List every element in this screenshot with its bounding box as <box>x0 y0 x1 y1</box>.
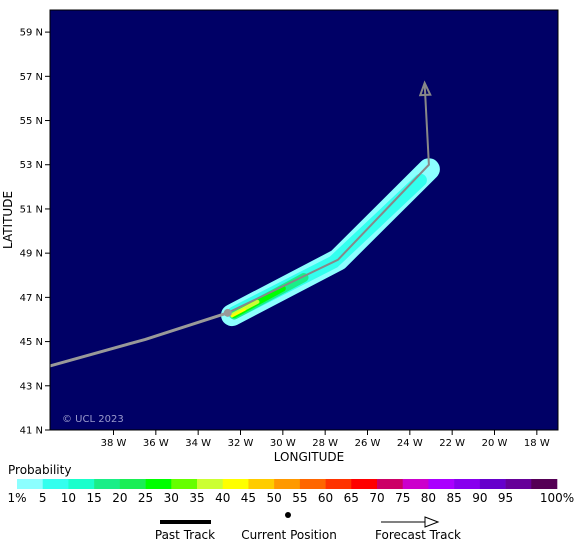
longitude-ticks: 38 W 36 W 34 W 32 W 30 W 28 W 26 W 24 W 22 W 20 W… <box>101 430 550 449</box>
colorbar-swatch <box>119 479 146 489</box>
colorbar-label: 85 <box>447 491 462 505</box>
colorbar-swatch <box>274 479 301 489</box>
colorbar-label: 80 <box>421 491 436 505</box>
latitude-tick-label: 57 N <box>20 72 43 83</box>
past-track-line <box>49 311 229 368</box>
colorbar-label: 60 <box>318 491 333 505</box>
latitude-tick-label: 47 N <box>20 293 43 304</box>
colorbar-label: 20 <box>112 491 127 505</box>
longitude-tick-label: 28 W <box>312 438 338 449</box>
colorbar-label: 75 <box>395 491 410 505</box>
past-track-legend-label: Past Track <box>155 528 215 542</box>
longitude-tick-label: 24 W <box>397 438 423 449</box>
current-position-marker <box>223 308 232 317</box>
plot-border <box>49 9 559 431</box>
copyright-text: © UCL 2023 <box>62 414 124 425</box>
latitude-tick-label: 55 N <box>20 116 43 127</box>
current-position-legend-label: Current Position <box>241 528 337 542</box>
latitude-tick-label: 43 N <box>20 381 43 392</box>
colorbar-label: 90 <box>472 491 487 505</box>
longitude-tick-label: 26 W <box>355 438 381 449</box>
y-axis-label: LATITUDE <box>1 191 15 249</box>
colorbar-swatch <box>68 479 95 489</box>
longitude-tick-label: 22 W <box>439 438 465 449</box>
colorbar-swatch <box>377 479 404 489</box>
forecast-track-legend-label: Forecast Track <box>375 528 461 542</box>
plot-background <box>50 10 558 430</box>
colorbar-swatch <box>299 479 326 489</box>
colorbar-label: 35 <box>189 491 204 505</box>
colorbar-swatch <box>17 479 44 489</box>
probability-band-40 <box>230 308 246 318</box>
colorbar-label: 100% <box>540 491 574 505</box>
latitude-tick-label: 49 N <box>20 249 43 260</box>
longitude-tick-label: 34 W <box>185 438 211 449</box>
colorbar-swatch <box>428 479 455 489</box>
colorbar-label: 50 <box>267 491 282 505</box>
colorbar-swatch <box>351 479 378 489</box>
x-axis-label: LONGITUDE <box>274 450 344 464</box>
longitude-tick-label: 30 W <box>270 438 296 449</box>
colorbar-label: 55 <box>292 491 307 505</box>
colorbar-label: 1% <box>7 491 26 505</box>
colorbar-swatch <box>248 479 275 489</box>
colorbar-label: 70 <box>369 491 384 505</box>
forecast-track-legend-arrowhead <box>424 516 440 528</box>
latitude-ticks: 41 N 43 N 45 N 47 N 49 N 51 N 53 N 55 N 57 N 59 N <box>20 28 50 437</box>
colorbar-swatch <box>42 479 69 489</box>
colorbar-swatch <box>454 479 481 489</box>
longitude-tick-label: 32 W <box>228 438 254 449</box>
latitude-tick-label: 59 N <box>20 28 43 39</box>
colorbar-swatch <box>402 479 429 489</box>
colorbar-label: 25 <box>138 491 153 505</box>
colorbar-label: 30 <box>164 491 179 505</box>
longitude-tick-label: 18 W <box>524 438 550 449</box>
colorbar-swatch <box>197 479 224 489</box>
colorbar-label: 40 <box>215 491 230 505</box>
probability-colorbar: 1% 5 10 15 20 25 30 35 40 45 50 55 60 65 70 75 80 85 90 95 1… <box>7 479 574 505</box>
colorbar-swatch <box>479 479 506 489</box>
colorbar-label: 5 <box>39 491 47 505</box>
colorbar-label: 15 <box>87 491 102 505</box>
longitude-tick-label: 20 W <box>482 438 508 449</box>
latitude-tick-label: 51 N <box>20 204 43 215</box>
colorbar-swatch <box>145 479 172 489</box>
latitude-tick-label: 41 N <box>20 426 43 437</box>
latitude-tick-label: 53 N <box>20 160 43 171</box>
track-lines <box>49 80 432 368</box>
latitude-tick-label: 45 N <box>20 337 43 348</box>
colorbar-swatch <box>171 479 198 489</box>
forecast-arrowhead <box>418 80 432 97</box>
colorbar-label: 45 <box>241 491 256 505</box>
colorbar-swatch <box>325 479 352 489</box>
colorbar-label: 65 <box>344 491 359 505</box>
colorbar-label: 95 <box>498 491 513 505</box>
colorbar-swatch <box>222 479 249 489</box>
colorbar-swatch <box>94 479 121 489</box>
colorbar-swatch <box>531 479 558 489</box>
forecast-track-line <box>227 82 430 314</box>
colorbar-label: 10 <box>61 491 76 505</box>
longitude-tick-label: 36 W <box>143 438 169 449</box>
longitude-tick-label: 38 W <box>101 438 127 449</box>
current-position-legend-dot <box>285 512 291 518</box>
probability-title: Probability <box>8 463 71 477</box>
colorbar-swatch <box>505 479 532 489</box>
